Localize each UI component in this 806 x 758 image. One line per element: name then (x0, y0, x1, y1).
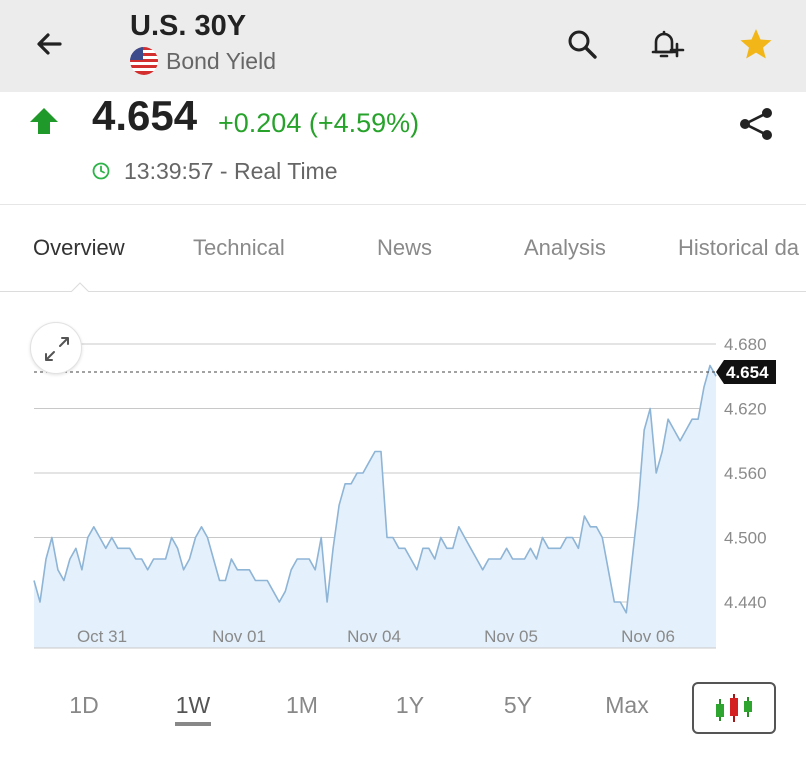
share-icon[interactable] (736, 104, 776, 144)
y-tick-label: 4.440 (724, 593, 767, 612)
tab-overview[interactable]: Overview (33, 235, 125, 260)
price-chart[interactable]: 4.680 4.620 4.560 4.500 4.440 4.654 Oct 31 Nov … (0, 292, 806, 662)
current-value-label: 4.654 (726, 363, 769, 382)
instrument-subtitle: Bond Yield (166, 47, 276, 74)
y-tick-label: 4.620 (724, 400, 767, 419)
chart-area-fill (34, 365, 716, 648)
active-range-indicator (175, 722, 211, 726)
x-tick-label: Nov 05 (484, 627, 538, 646)
section-tabs: Overview Technical News Analysis Histori… (0, 204, 806, 292)
add-alert-bell-icon[interactable] (646, 24, 686, 64)
search-icon[interactable] (562, 24, 602, 64)
up-arrow-icon (28, 106, 60, 136)
current-value-tag (716, 359, 776, 384)
top-app-bar: U.S. 30Y Bond Yield (0, 0, 806, 92)
range-max-button[interactable]: Max (605, 692, 649, 718)
last-price: 4.654 (92, 92, 198, 139)
star-icon[interactable] (736, 24, 776, 64)
active-tab-indicator (70, 279, 90, 293)
expand-icon (45, 337, 69, 361)
chart-line (33, 364, 717, 614)
price-chart-svg: 4.680 4.620 4.560 4.500 4.440 4.654 Oct 31 Nov … (33, 335, 776, 649)
quote-summary: 4.654 +0.204 (+4.59%) 13:39:57 - Real Ti… (0, 92, 806, 204)
range-1d-button[interactable]: 1D (69, 692, 99, 718)
tab-historical-data[interactable]: Historical da (678, 235, 800, 260)
tab-news[interactable]: News (377, 235, 433, 260)
range-5y-button[interactable]: 5Y (503, 692, 533, 718)
tab-analysis[interactable]: Analysis (524, 235, 606, 260)
us-flag-icon (130, 47, 158, 75)
range-1y-button[interactable]: 1Y (395, 692, 425, 718)
x-tick-label: Oct 31 (77, 627, 127, 646)
x-tick-label: Nov 06 (621, 627, 675, 646)
range-1w-button[interactable]: 1W (175, 692, 211, 718)
y-tick-label: 4.680 (724, 335, 767, 354)
back-arrow-icon[interactable] (30, 24, 70, 64)
price-change: +0.204 (+4.59%) (218, 108, 420, 138)
instrument-title: U.S. 30Y (130, 10, 247, 42)
expand-chart-button[interactable] (30, 322, 82, 374)
quote-time-row: 13:39:57 - Real Time (92, 156, 338, 186)
x-tick-label: Nov 04 (347, 627, 401, 646)
y-tick-label: 4.500 (724, 529, 767, 548)
instrument-subtitle-row: Bond Yield (130, 46, 276, 76)
candlestick-chart-toggle-button[interactable] (692, 682, 776, 734)
time-range-selector: 1D 1W 1M 1Y 5Y Max (0, 672, 806, 742)
range-1m-button[interactable]: 1M (286, 692, 318, 718)
candlestick-icon (716, 694, 752, 722)
tab-technical[interactable]: Technical (193, 235, 285, 260)
quote-time: 13:39:57 - Real Time (124, 157, 338, 184)
x-tick-label: Nov 01 (212, 627, 266, 646)
clock-icon (92, 162, 110, 180)
y-tick-label: 4.560 (724, 464, 767, 483)
